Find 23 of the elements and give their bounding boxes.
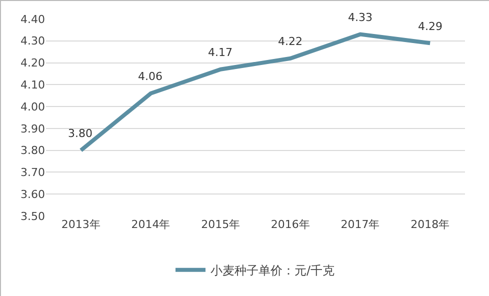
text: 4.33	[348, 11, 372, 24]
y-tick-label: 4.10	[20, 78, 45, 92]
y-tick-label: 4.30	[20, 34, 45, 48]
x-tick-label: 2017年	[340, 218, 380, 231]
text: 4.22	[278, 35, 302, 48]
y-tick-label: 4.20	[20, 56, 45, 70]
text: 4.17	[208, 46, 232, 59]
y-tick-label: 4.40	[20, 12, 45, 26]
x-tick-label: 2016年	[270, 218, 310, 231]
y-tick-label: 3.90	[20, 122, 45, 136]
x-tick-label: 2013年	[61, 218, 100, 231]
y-tick-label: 3.50	[20, 210, 45, 223]
y-tick-label: 4.00	[20, 100, 45, 114]
text: 4.06	[138, 70, 162, 83]
x-tick-label: 2014年	[131, 218, 170, 231]
text: 3.80	[68, 127, 92, 140]
legend-label: 小麦种子单价：元/千克	[210, 264, 335, 278]
y-tick-label: 3.60	[20, 188, 45, 201]
x-tick-label: 2015年	[201, 218, 240, 231]
y-tick-label: 3.70	[20, 166, 45, 180]
y-tick-label: 3.80	[20, 144, 45, 158]
x-tick-label: 2018年	[410, 218, 450, 231]
text: 4.29	[418, 20, 442, 33]
